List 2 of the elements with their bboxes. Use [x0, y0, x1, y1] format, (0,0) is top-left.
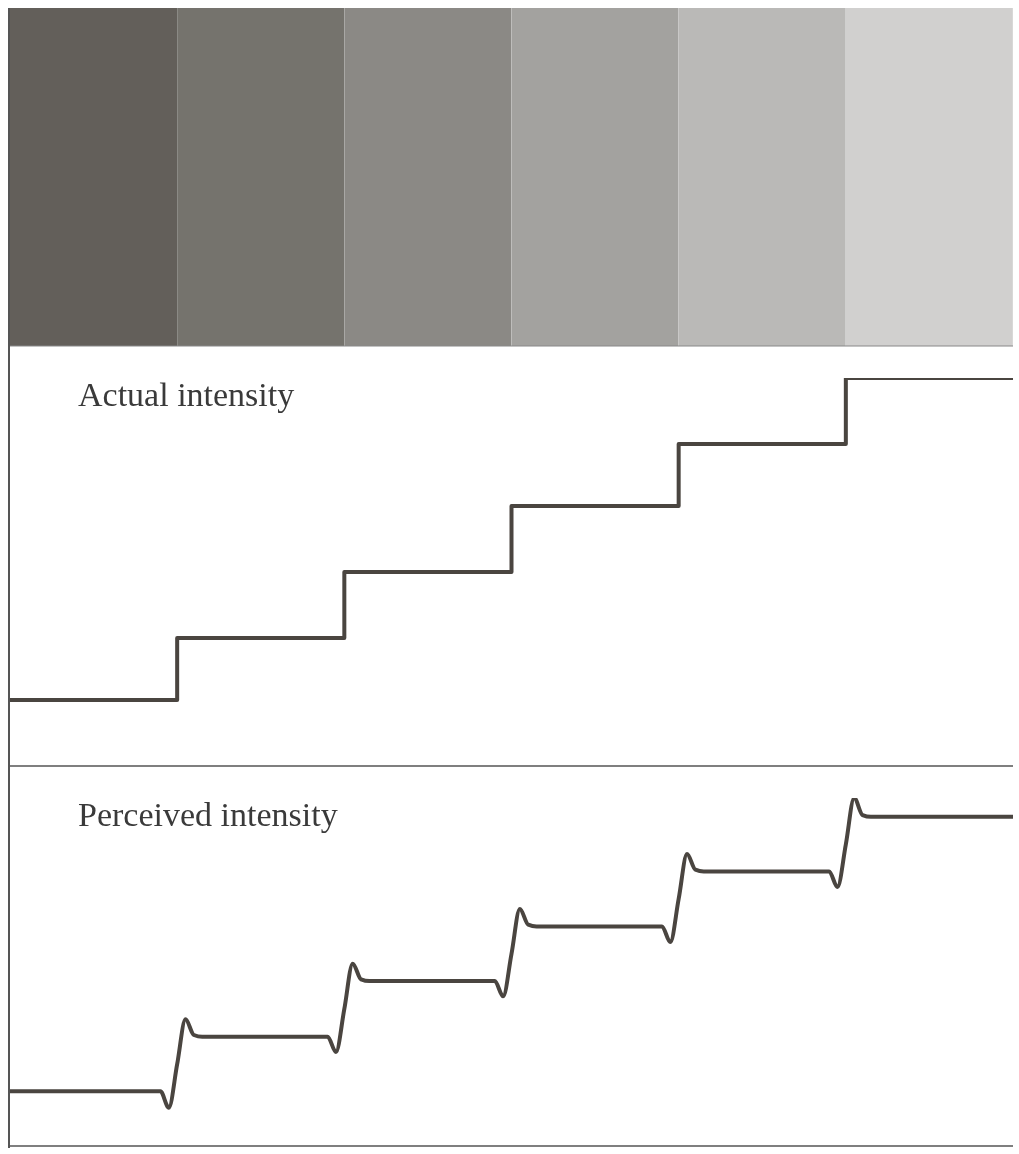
chart-title: Actual intensity	[78, 376, 295, 414]
chart-title: Perceived intensity	[78, 796, 338, 834]
